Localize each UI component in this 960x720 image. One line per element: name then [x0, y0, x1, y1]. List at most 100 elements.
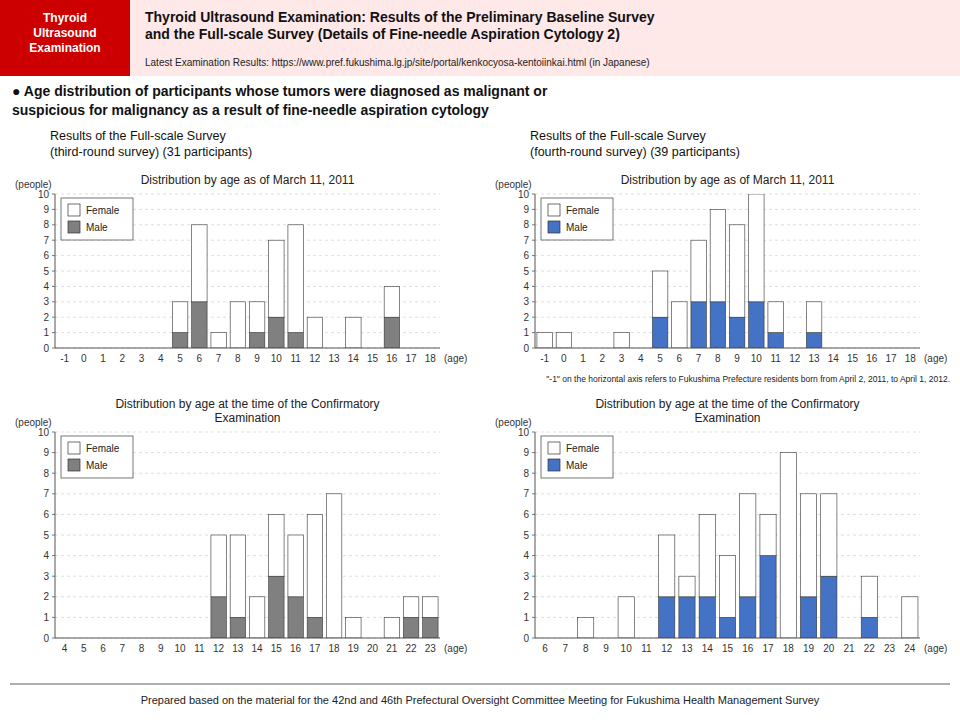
bar-segment [537, 333, 552, 348]
x-tick-label: 9 [158, 643, 164, 654]
x-tick-label: 13 [329, 353, 341, 364]
x-axis-label: (age) [444, 353, 467, 364]
x-tick-label: 18 [905, 353, 917, 364]
grid-line [55, 493, 440, 494]
header-background [0, 0, 960, 76]
bar-segment [307, 617, 322, 638]
x-tick-label: 6 [100, 643, 106, 654]
x-tick-label: 20 [823, 643, 835, 654]
header-url-line: Latest Examination Results: https://www.… [145, 57, 650, 68]
y-axis-line [55, 194, 56, 348]
footer-text-line: Prepared based on the material for the 4… [141, 694, 820, 706]
y-tick-label: 3 [43, 571, 49, 582]
x-tick-label: 9 [603, 643, 609, 654]
legend-label: Male [86, 460, 108, 471]
grid-line [55, 286, 440, 287]
bar-segment [659, 597, 675, 638]
bars [578, 453, 918, 638]
x-tick-label: 17 [886, 353, 898, 364]
bar-segment [672, 302, 687, 348]
x-tick-label: 12 [789, 353, 801, 364]
bar-segment [384, 317, 399, 348]
x-tick-label: 8 [583, 643, 589, 654]
bar-segment [821, 494, 837, 576]
y-tick-label: 8 [43, 468, 49, 479]
x-tick-label: 9 [734, 353, 740, 364]
x-tick-label: 19 [348, 643, 360, 654]
legend-swatch [548, 442, 560, 454]
bar-segment [902, 597, 918, 638]
x-tick-label: 4 [638, 353, 644, 364]
bar-segment [172, 333, 187, 348]
bar-segment [768, 302, 783, 333]
x-tick-label: 9 [254, 353, 260, 364]
y-axis-line [535, 194, 536, 348]
x-tick-label: 11 [290, 353, 301, 364]
bar-segment [740, 597, 756, 638]
x-axis-line [55, 638, 440, 639]
x-tick-label: 1 [100, 353, 106, 364]
bar-segment [806, 302, 821, 333]
x-tick-label: 3 [139, 353, 145, 364]
x-tick-label: 4 [62, 643, 68, 654]
x-tick-label: 6 [197, 353, 203, 364]
grid-line [535, 432, 920, 433]
bullet-text: ● Age distribution of participants whose… [12, 83, 548, 118]
y-tick-label: 6 [43, 250, 49, 261]
grid-line [55, 514, 440, 515]
bar-segment [768, 333, 783, 348]
grid-line [535, 514, 920, 515]
x-tick-label: 13 [809, 353, 821, 364]
y-tick-label: 9 [523, 447, 529, 458]
y-tick-label: 3 [523, 296, 529, 307]
x-tick-label: 6 [677, 353, 683, 364]
y-axis-line [535, 432, 536, 638]
bar-segment [556, 333, 571, 348]
note-text-line: "-1" on the horizontal axis refers to Fu… [546, 374, 950, 384]
x-axis-label-line: (age) [924, 353, 947, 364]
bar-segment [578, 617, 594, 638]
grid-line [535, 493, 920, 494]
x-axis-label-line: (age) [444, 643, 467, 654]
y-tick-label: 7 [43, 488, 49, 499]
x-tick-label: 5 [177, 353, 183, 364]
x-axis-label: (age) [924, 353, 947, 364]
x-tick-label: 16 [386, 353, 398, 364]
x-tick-label: 18 [329, 643, 341, 654]
legend-label: Female [86, 443, 120, 454]
bar-segment [740, 494, 756, 597]
chart-title: Distribution by age at the time of the C… [595, 397, 859, 425]
legend-box [541, 436, 613, 478]
y-tick-label: 6 [523, 250, 529, 261]
bar-segment [384, 286, 399, 317]
x-tick-label: 10 [175, 643, 187, 654]
y-tick-label: 1 [43, 612, 49, 623]
y-tick-label: 1 [43, 327, 49, 338]
grid-line [535, 301, 920, 302]
legend-label: Male [86, 222, 108, 233]
x-tick-label: 20 [367, 643, 379, 654]
footer-separator [10, 684, 950, 685]
x-tick-label: 8 [139, 643, 145, 654]
chart-title-line: Distribution by age as of March 11, 2011 [141, 173, 355, 187]
y-tick-label: 6 [43, 509, 49, 520]
bar-segment [423, 617, 438, 638]
bar-segment [384, 617, 399, 638]
bar-segment [652, 271, 667, 317]
grid-line [55, 576, 440, 577]
x-tick-label: 16 [742, 643, 754, 654]
x-axis-label: (age) [924, 643, 947, 654]
y-tick-label: 0 [523, 343, 529, 354]
x-tick-label: 6 [542, 643, 548, 654]
y-tick-label: 9 [43, 447, 49, 458]
bar-segment [699, 597, 715, 638]
grid-line [535, 348, 920, 349]
x-tick-label: 22 [406, 643, 418, 654]
bar-segment [861, 576, 877, 617]
bar-chart: Distribution by age at the time of the C… [15, 397, 467, 654]
x-axis-label-line: (age) [444, 353, 467, 364]
bar-segment [614, 333, 629, 348]
chart-page: ThyroidUltrasoundExaminationThyroid Ultr… [0, 0, 960, 720]
bar-segment [172, 302, 187, 333]
bar-segment [719, 556, 735, 618]
